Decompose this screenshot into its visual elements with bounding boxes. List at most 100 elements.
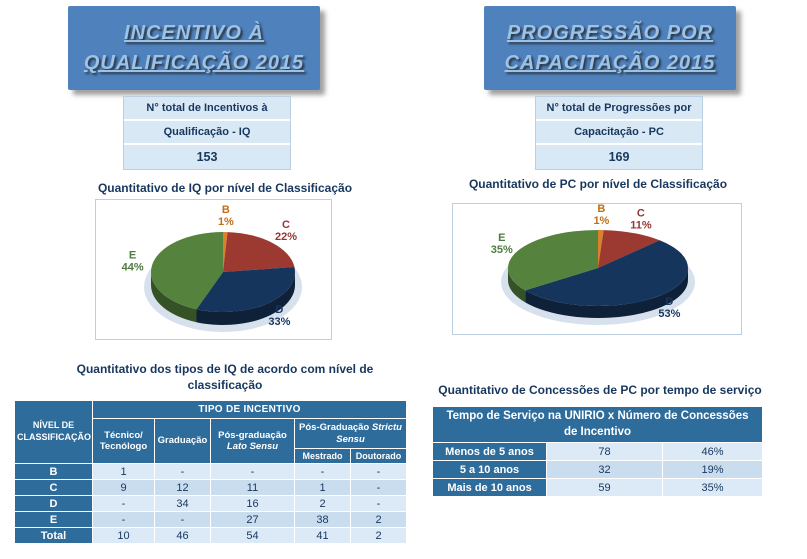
banner-title-line: PROGRESSÃO POR (506, 21, 714, 44)
table-cell: - (154, 511, 211, 528)
iq-table-title: Quantitativo dos tipos de IQ de acordo c… (40, 362, 410, 393)
iq-total-value: 153 (196, 150, 218, 164)
total-box-text: N° total de Incentivos à (124, 97, 290, 121)
table-row: D - 34 16 2 - (14, 495, 407, 512)
table-cell: 2 (350, 511, 407, 528)
table-header: Tempo de Serviço na UNIRIO x Número de C… (432, 405, 763, 444)
pc-total-box: N° total de Progressões por Capacitação … (535, 96, 703, 170)
pc-pie-svg: B 1% C 11% D 53% E 35% (491, 203, 695, 325)
pc-pie-chart: B 1% C 11% D 53% E 35% (452, 203, 742, 335)
svg-text:B1%: B 1% (593, 204, 609, 227)
banner-title-line: CAPACITAÇÃO 2015 (504, 51, 716, 74)
table-cell: - (154, 463, 211, 480)
table-cell: 11 (210, 479, 295, 496)
pc-total-value: 169 (608, 150, 630, 164)
table-cell: 2 (350, 527, 407, 544)
column-header-lato-sensu: Pós-graduação Lato Sensu (210, 418, 295, 464)
table-cell: 46 (154, 527, 211, 544)
svg-text:B1%: B 1% (218, 204, 234, 228)
table-cell: 41 (294, 527, 351, 544)
row-label: C (14, 479, 93, 496)
svg-text:E44%: E 44% (122, 250, 144, 274)
pc-by-service-time-table: Tempo de Serviço na UNIRIO x Número de C… (432, 405, 763, 498)
table-cell: - (92, 495, 155, 512)
title-line: Quantitativo dos tipos de IQ de acordo c… (76, 362, 374, 376)
table-cell: - (92, 511, 155, 528)
iq-pie-chart: B 1% C 22% D 33% E 44% (95, 199, 332, 340)
table-row-total: Total 10 46 54 41 2 (14, 527, 407, 544)
table-cell: - (294, 463, 351, 480)
row-label: B (14, 463, 93, 480)
column-header-graduacao: Graduação (154, 418, 211, 464)
table-row: 5 a 10 anos 32 19% (432, 460, 763, 480)
iq-pie-title: Quantitativo de IQ por nível de Classifi… (97, 181, 353, 195)
row-label: D (14, 495, 93, 512)
row-label: 5 a 10 anos (432, 460, 547, 480)
percent-cell: 19% (662, 460, 763, 480)
table-cell: 54 (210, 527, 295, 544)
table-cell: 38 (294, 511, 351, 528)
svg-text:E35%: E 35% (491, 232, 513, 256)
count-cell: 59 (546, 478, 663, 498)
column-header-mestrado: Mestrado (294, 448, 351, 464)
total-box-text: N° total de Progressões por (536, 97, 702, 121)
row-label: Menos de 5 anos (432, 442, 547, 462)
column-header-line: Pós-graduação (218, 429, 287, 441)
column-header-line: Pós-Graduação (299, 422, 370, 434)
table-cell: 2 (294, 495, 351, 512)
banner-incentivo-qualificacao: INCENTIVO À QUALIFICAÇÃO 2015 (68, 6, 320, 90)
count-cell: 78 (546, 442, 663, 462)
iq-by-level-table: NÍVEL DE CLASSIFICAÇÃO TIPO DE INCENTIVO… (14, 400, 407, 544)
table-cell: - (210, 463, 295, 480)
table-row: C 9 12 11 1 - (14, 479, 407, 496)
row-label: Total (14, 527, 93, 544)
column-header-line-italic: Lato Sensu (226, 441, 279, 452)
table-cell: 16 (210, 495, 295, 512)
pc-table-title: Quantitativo de Concessões de PC por tem… (438, 383, 762, 397)
table-cell: - (350, 479, 407, 496)
table-cell: - (350, 495, 407, 512)
table-row: Menos de 5 anos 78 46% (432, 442, 763, 462)
table-cell: 1 (92, 463, 155, 480)
svg-text:C11%: C 11% (630, 207, 652, 231)
count-cell: 32 (546, 460, 663, 480)
percent-cell: 35% (662, 478, 763, 498)
banner-title-line: INCENTIVO À (124, 21, 264, 44)
percent-cell: 46% (662, 442, 763, 462)
banner-progressao-capacitacao: PROGRESSÃO POR CAPACITAÇÃO 2015 (484, 6, 736, 90)
table-row: E - - 27 38 2 (14, 511, 407, 528)
corner-header: NÍVEL DE CLASSIFICAÇÃO (14, 400, 93, 464)
title-line: classificação (187, 377, 263, 392)
table-cell: - (350, 463, 407, 480)
table-row: B 1 - - - - (14, 463, 407, 480)
svg-text:C22%: C 22% (275, 219, 297, 243)
column-header-strictu-sensu: Pós-Graduação Strictu Sensu (294, 418, 407, 449)
table-row: Mais de 10 anos 59 35% (432, 478, 763, 498)
total-box-text: Capacitação - PC (536, 121, 702, 145)
table-cell: 1 (294, 479, 351, 496)
banner-title-line: QUALIFICAÇÃO 2015 (83, 51, 305, 74)
column-header-line-italic: Strictu Sensu (336, 422, 402, 445)
column-header-doutorado: Doutorado (350, 448, 407, 464)
svg-text:D53%: D 53% (658, 296, 680, 320)
row-label: E (14, 511, 93, 528)
row-label: Mais de 10 anos (432, 478, 547, 498)
svg-text:D33%: D 33% (268, 304, 290, 328)
total-box-text: Qualificação - IQ (124, 121, 290, 145)
pc-pie-title: Quantitativo de PC por nível de Classifi… (468, 177, 728, 191)
iq-pie-svg: B 1% C 22% D 33% E 44% (122, 204, 302, 332)
table-cell: 9 (92, 479, 155, 496)
column-header-tecnico: Técnico/ Tecnólogo (92, 418, 155, 464)
column-header-line: Tecnólogo (99, 441, 148, 452)
table-cell: 12 (154, 479, 211, 496)
table-header-row: Tempo de Serviço na UNIRIO x Número de C… (432, 405, 763, 444)
table-cell: 10 (92, 527, 155, 544)
table-cell: 34 (154, 495, 211, 512)
corner-header-line: NÍVEL DE (32, 420, 75, 431)
column-header-line: Técnico/ (104, 429, 143, 441)
iq-total-box: N° total de Incentivos à Qualificação - … (123, 96, 291, 170)
group-header: TIPO DE INCENTIVO (92, 400, 407, 419)
corner-header-line: CLASSIFICAÇÃO (17, 432, 91, 442)
table-cell: 27 (210, 511, 295, 528)
